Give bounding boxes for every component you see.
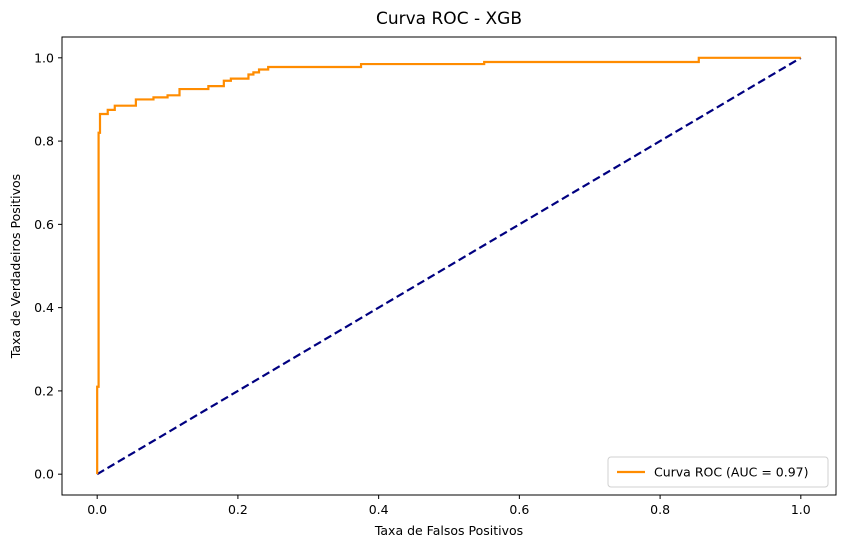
y-axis-ticks: 0.0 0.2 0.4 0.6 0.8 1.0: [34, 50, 62, 482]
y-tick-label: 0.2: [34, 383, 54, 398]
y-tick-label: 0.0: [34, 467, 54, 482]
diagonal-reference-line: [96, 56, 802, 476]
x-axis-label: Taxa de Falsos Positivos: [374, 523, 523, 538]
y-tick-label: 1.0: [34, 50, 54, 65]
x-axis-ticks: 0.0 0.2 0.4 0.6 0.8 1.0: [87, 495, 811, 517]
x-tick-label: 0.2: [228, 502, 248, 517]
y-axis-label: Taxa de Verdadeiros Positivos: [8, 174, 23, 359]
x-tick-label: 1.0: [791, 502, 811, 517]
plot-frame: [61, 36, 837, 496]
y-tick-label: 0.4: [34, 300, 54, 315]
series-layer: [96, 56, 802, 476]
legend-label-roc: Curva ROC (AUC = 0.97): [654, 465, 808, 480]
x-tick-label: 0.4: [369, 502, 389, 517]
chart-title: Curva ROC - XGB: [376, 9, 522, 29]
x-tick-label: 0.0: [87, 502, 107, 517]
x-tick-label: 0.8: [650, 502, 670, 517]
x-tick-label: 0.6: [509, 502, 529, 517]
y-tick-label: 0.8: [34, 134, 54, 149]
legend: Curva ROC (AUC = 0.97): [607, 456, 829, 488]
roc-curve-line: [96, 56, 801, 475]
legend-box: [607, 456, 829, 488]
y-tick-label: 0.6: [34, 217, 54, 232]
